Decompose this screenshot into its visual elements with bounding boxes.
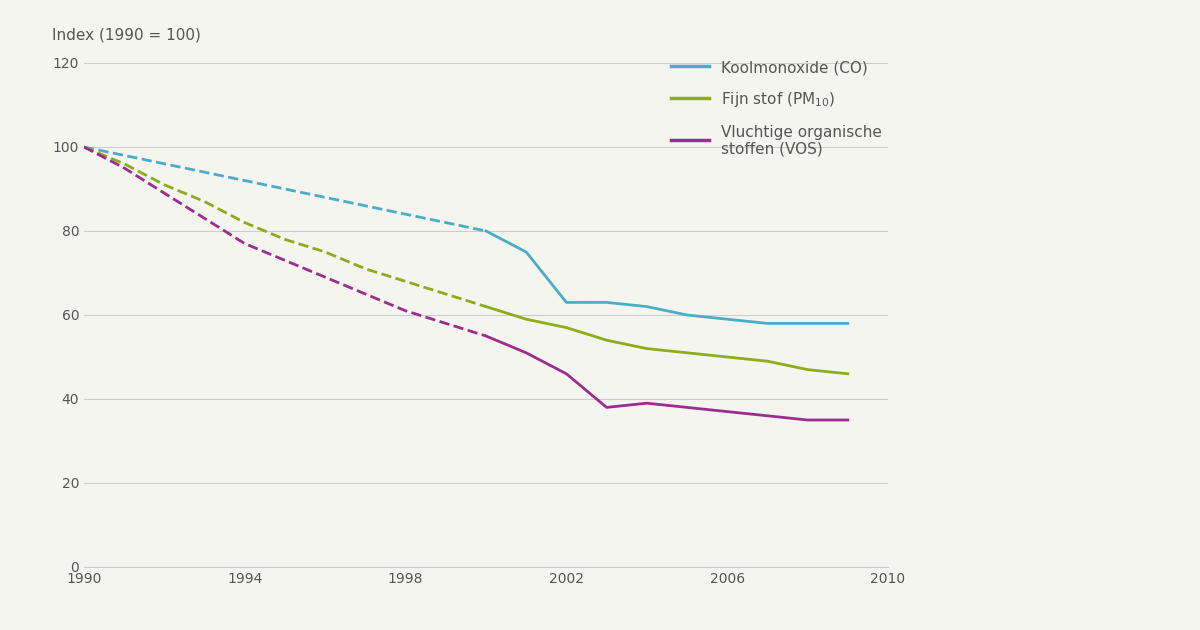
Legend: Koolmonoxide (CO), Fijn stof (PM$_{10}$), Vluchtige organische
stoffen (VOS): Koolmonoxide (CO), Fijn stof (PM$_{10}$)… [665, 53, 888, 163]
Text: Index (1990 = 100): Index (1990 = 100) [52, 28, 200, 43]
